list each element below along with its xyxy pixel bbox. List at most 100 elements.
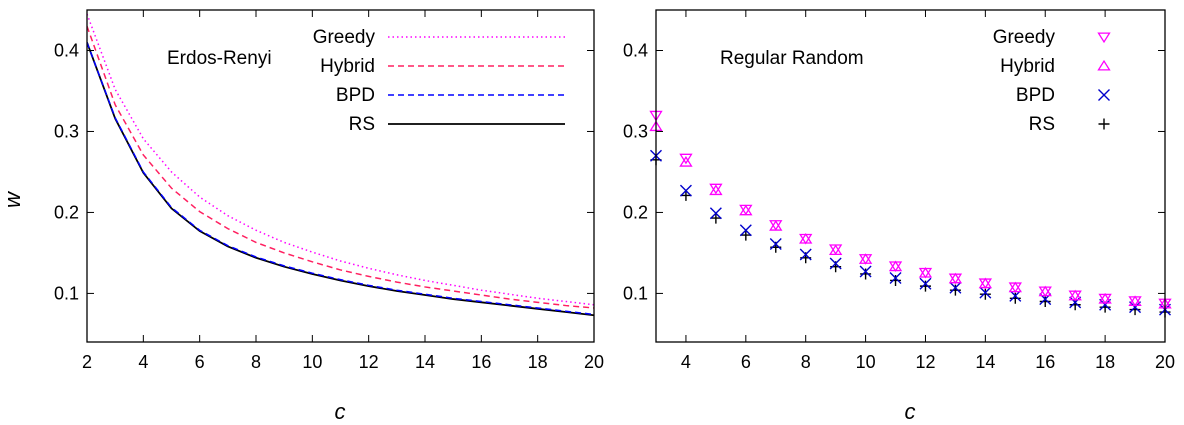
right-legend-label-rs: RS [1029, 114, 1055, 135]
left-series-rs-line [87, 42, 594, 317]
right-legend-swatch-bpd [1098, 89, 1110, 101]
right-rs-point [979, 288, 991, 300]
right-rs-point [919, 280, 931, 292]
right-bpd-point [1069, 296, 1082, 309]
left-xtick-label: 8 [251, 352, 261, 372]
left-xtick-label: 20 [584, 352, 604, 372]
right-rs-point [710, 212, 722, 224]
right-bpd-point [979, 286, 992, 299]
left-xtick-label: 6 [195, 352, 205, 372]
right-bpd-point [829, 257, 842, 270]
left-xtick-label: 18 [528, 352, 548, 372]
right-bpd-point [859, 265, 872, 278]
right-hybrid-point [799, 232, 813, 244]
right-ytick-label: 0.4 [623, 40, 648, 60]
right-hybrid-point [858, 253, 873, 264]
right-legend-swatch-rs [1098, 118, 1110, 130]
right-xtick-label: 14 [975, 352, 995, 372]
right-greedy-point [739, 204, 753, 216]
left-tick-layer: 2 4 6 8 10 12 14 16 18 20 0.1 0.2 0.3 0.4 [54, 10, 604, 372]
left-plot-area [87, 13, 594, 317]
right-bpd-point [949, 281, 962, 294]
left-legend: Greedy Hybrid BPD RS [313, 27, 565, 135]
right-bpd-point [799, 248, 812, 261]
right-hybrid-point [948, 272, 963, 284]
right-tick-layer: 4 6 8 10 12 14 16 18 20 0.1 0.2 0.3 0.4 [623, 10, 1175, 372]
left-xtick-label: 2 [82, 352, 92, 372]
left-ytick-label: 0.1 [54, 283, 79, 303]
right-hybrid-point [978, 277, 993, 289]
left-annotation: Erdos-Renyi [167, 48, 272, 69]
right-greedy-point [1098, 293, 1112, 305]
left-xtick-label: 14 [415, 352, 435, 372]
right-xtick-label: 16 [1035, 352, 1055, 372]
right-hybrid-point [888, 260, 903, 272]
right-series-bpd [650, 149, 1171, 316]
right-series-greedy [649, 110, 1172, 310]
left-legend-label-bpd: BPD [336, 85, 375, 106]
right-rs-point [1009, 292, 1021, 304]
panel-erdos-renyi: 2 4 6 8 10 12 14 16 18 20 0.1 0.2 0.3 0.4 Erdos-Renyi… [0, 9, 604, 424]
right-greedy-point [858, 254, 873, 265]
right-rs-point [740, 229, 752, 241]
right-greedy-point [1128, 296, 1142, 307]
right-series-layer [649, 110, 1172, 318]
left-xtick-label: 16 [471, 352, 491, 372]
right-legend: Greedy Hybrid BPD RS [993, 27, 1111, 135]
right-xtick-label: 8 [801, 352, 811, 372]
right-legend-swatch-greedy [1097, 32, 1111, 44]
right-plot-frame [655, 9, 1166, 343]
right-rs-point [949, 284, 961, 296]
right-bpd-point [889, 272, 902, 285]
left-ytick-label: 0.2 [54, 202, 79, 222]
right-legend-label-greedy: Greedy [993, 27, 1056, 48]
left-ytick-label: 0.4 [54, 40, 79, 60]
right-greedy-point [948, 273, 963, 285]
left-series-bpd-line [87, 42, 594, 316]
right-rs-point [860, 268, 872, 280]
left-series-layer [87, 13, 594, 317]
right-greedy-point [709, 183, 723, 195]
right-bpd-point [919, 277, 932, 290]
left-xtick-label: 12 [359, 352, 379, 372]
left-xtick-label: 10 [302, 352, 322, 372]
right-hybrid-point [679, 156, 693, 167]
right-bpd-point [769, 238, 782, 251]
right-greedy-point [1038, 286, 1052, 298]
right-xtick-label: 10 [856, 352, 876, 372]
right-annotation: Regular Random [720, 48, 864, 69]
right-rs-point [680, 189, 692, 201]
left-ylabel: w [0, 190, 25, 208]
left-legend-label-greedy: Greedy [313, 27, 376, 48]
right-bpd-point [739, 224, 752, 237]
left-xlabel: c [335, 399, 346, 424]
right-xtick-label: 4 [681, 352, 691, 372]
right-hybrid-point [1008, 281, 1022, 293]
right-xtick-label: 18 [1095, 352, 1115, 372]
right-xtick-label: 12 [915, 352, 935, 372]
right-xtick-label: 20 [1155, 352, 1175, 372]
right-hybrid-point [918, 266, 933, 278]
right-greedy-point [828, 244, 843, 256]
right-xtick-label: 6 [741, 352, 751, 372]
right-bpd-point [709, 207, 722, 220]
right-ytick-label: 0.1 [623, 283, 648, 303]
left-xtick-label: 4 [138, 352, 148, 372]
right-greedy-point [679, 153, 693, 165]
right-legend-label-bpd: BPD [1016, 85, 1055, 106]
right-rs-point [890, 274, 902, 286]
right-series-hybrid [649, 120, 1172, 309]
right-greedy-point [769, 220, 783, 231]
right-legend-label-hybrid: Hybrid [1000, 56, 1055, 77]
left-series-greedy-line [87, 13, 594, 306]
right-rs-point [1039, 296, 1051, 308]
panel-regular-random: 4 6 8 10 12 14 16 18 20 0.1 0.2 0.3 0.4 Regular Rand… [623, 9, 1175, 424]
right-xlabel: c [905, 399, 916, 424]
right-greedy-point [1008, 282, 1022, 294]
left-legend-label-hybrid: Hybrid [320, 56, 375, 77]
left-plot-frame [86, 9, 595, 343]
left-series-hybrid-line [87, 25, 594, 309]
right-legend-swatch-hybrid [1097, 59, 1111, 71]
right-ytick-label: 0.2 [623, 202, 648, 222]
